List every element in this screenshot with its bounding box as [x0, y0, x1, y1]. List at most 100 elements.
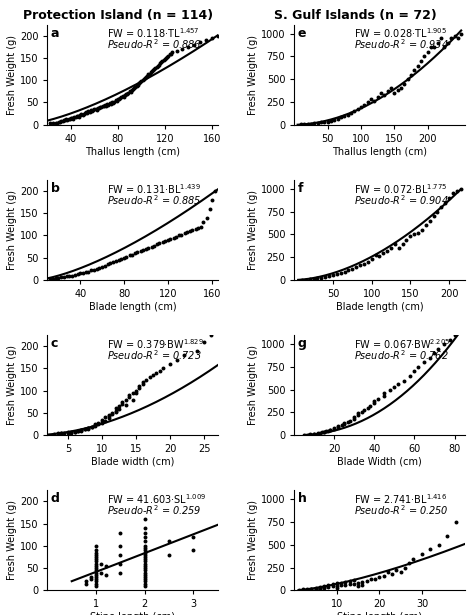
Point [130, 83, 138, 93]
Point [91, 105, 98, 114]
Point [95, 263, 103, 273]
Point [64, 427, 72, 437]
Text: $\mathit{Pseudo}$-$R^2$ = 0.723: $\mathit{Pseudo}$-$R^2$ = 0.723 [107, 348, 201, 362]
Point [453, 186, 461, 196]
Point [367, 94, 375, 104]
Point [49, 274, 57, 284]
Point [139, 245, 147, 255]
Point [312, 583, 319, 593]
Point [371, 574, 379, 584]
Point [141, 557, 148, 566]
Point [112, 403, 119, 413]
Point [92, 557, 100, 566]
Point [209, 195, 216, 205]
Point [161, 236, 169, 246]
Point [426, 216, 434, 226]
Point [153, 62, 160, 72]
Point [338, 420, 346, 430]
Point [186, 226, 194, 236]
Y-axis label: Fresh Weight (g): Fresh Weight (g) [248, 34, 258, 114]
Text: $\mathit{Pseudo}$-$R^2$ = 0.885: $\mathit{Pseudo}$-$R^2$ = 0.885 [107, 193, 201, 207]
X-axis label: Thallus length (cm): Thallus length (cm) [85, 146, 180, 157]
Point [141, 552, 148, 562]
Point [410, 229, 418, 239]
Point [355, 408, 362, 418]
Point [142, 72, 150, 82]
Point [105, 411, 112, 421]
Text: $\mathit{Pseudo}$-$R^2$ = 0.886: $\mathit{Pseudo}$-$R^2$ = 0.886 [107, 38, 202, 52]
Point [92, 104, 100, 114]
Point [112, 406, 119, 416]
Point [84, 423, 92, 432]
Point [431, 42, 438, 52]
Point [387, 84, 395, 93]
Point [118, 397, 126, 407]
Point [394, 85, 401, 95]
Text: FW = 0.379·BW$^{1.829}$: FW = 0.379·BW$^{1.829}$ [107, 337, 204, 351]
Point [131, 248, 139, 258]
Point [317, 428, 324, 438]
Point [92, 554, 100, 564]
Point [341, 267, 348, 277]
X-axis label: Blade length (cm): Blade length (cm) [336, 302, 423, 312]
Point [100, 101, 108, 111]
Point [184, 42, 192, 52]
Point [61, 116, 69, 125]
Point [333, 583, 341, 593]
Point [92, 568, 100, 577]
Point [387, 385, 394, 395]
Point [141, 563, 148, 573]
Point [67, 427, 75, 437]
Point [104, 260, 111, 269]
Point [358, 580, 366, 590]
Point [327, 116, 335, 125]
Point [137, 246, 145, 256]
Point [399, 239, 406, 248]
Point [325, 580, 332, 590]
Point [303, 585, 311, 595]
Point [155, 60, 163, 69]
Text: c: c [51, 337, 58, 350]
Point [196, 38, 204, 47]
Point [444, 38, 452, 48]
Point [141, 568, 148, 577]
Point [57, 272, 64, 282]
Point [74, 269, 82, 279]
Point [345, 416, 352, 426]
Point [166, 49, 173, 59]
Point [414, 61, 421, 71]
Point [154, 239, 161, 249]
Point [86, 107, 93, 117]
Point [164, 51, 172, 61]
Point [434, 38, 442, 48]
Point [141, 514, 148, 524]
Point [181, 228, 189, 238]
Point [346, 579, 354, 589]
Point [299, 585, 307, 595]
Point [117, 254, 125, 264]
Text: $\mathit{Pseudo}$-$R^2$ = 0.934: $\mathit{Pseudo}$-$R^2$ = 0.934 [354, 38, 448, 52]
Point [192, 224, 200, 234]
Point [55, 117, 63, 127]
Point [60, 116, 68, 125]
Point [92, 581, 100, 591]
Point [384, 567, 392, 577]
Point [46, 119, 54, 129]
Point [99, 101, 106, 111]
Point [325, 271, 333, 281]
Point [135, 79, 143, 89]
Point [391, 382, 398, 392]
Point [417, 56, 425, 66]
Point [132, 82, 139, 92]
Point [77, 268, 84, 278]
Point [314, 274, 321, 284]
Point [82, 577, 90, 587]
Point [59, 116, 66, 125]
Point [430, 212, 438, 221]
Y-axis label: Fresh Weight (g): Fresh Weight (g) [248, 501, 258, 581]
Point [72, 112, 79, 122]
Point [351, 414, 358, 424]
Point [427, 353, 434, 363]
Point [342, 580, 349, 590]
Point [407, 371, 414, 381]
